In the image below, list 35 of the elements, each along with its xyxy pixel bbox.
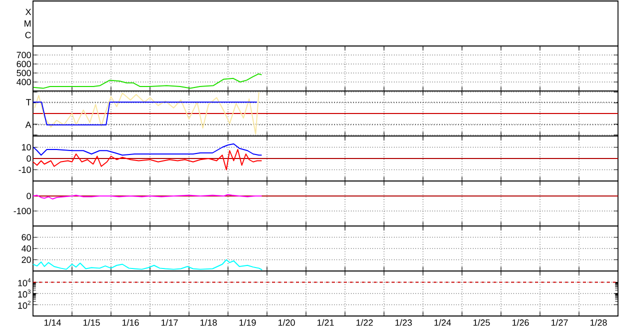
x-tick-label: 1/20 xyxy=(278,319,295,326)
text: M xyxy=(24,20,31,27)
y-tick-label: 500 xyxy=(16,70,31,76)
y-tick-label: -10 xyxy=(18,166,31,173)
y-tick-label: 10 xyxy=(22,144,31,150)
text: C xyxy=(25,32,31,38)
x-tick-label: 1/15 xyxy=(83,319,100,326)
y-tick-label: 0 xyxy=(26,155,31,162)
y-tick-label: 0 xyxy=(26,192,31,200)
y-tick-label: 10$^{4}$ xyxy=(18,278,31,286)
x-tick-label: 1/28 xyxy=(590,319,607,326)
x-tick-label: 1/27 xyxy=(551,319,568,326)
x-tick-label: 1/26 xyxy=(512,319,529,326)
x-tick-label: 1/18 xyxy=(200,319,217,326)
x-tick-label: 1/14 xyxy=(44,319,61,326)
y-tick-label: 40 xyxy=(22,245,31,252)
y-tick-label: 60 xyxy=(22,234,31,240)
y-tick-label: 10$^{3}$ xyxy=(18,289,31,298)
x-tick-label: 1/17 xyxy=(161,319,178,326)
text: T xyxy=(26,99,32,106)
x-tick-label: 1/19 xyxy=(239,319,256,326)
y-tick-label: 10$^{2}$ xyxy=(18,300,31,309)
y-tick-label: 600 xyxy=(16,60,31,68)
text: X xyxy=(26,8,32,16)
y-tick-label: 700 xyxy=(16,52,31,58)
x-tick-label: 1/21 xyxy=(317,319,334,326)
text: A xyxy=(25,122,32,128)
x-tick-label: 1/16 xyxy=(122,319,139,326)
y-tick-label: 20 xyxy=(22,256,31,263)
y-tick-label: 400 xyxy=(16,78,31,86)
x-tick-label: 1/24 xyxy=(434,319,451,326)
y-tick-label: -100 xyxy=(14,208,31,214)
x-tick-label: 1/23 xyxy=(395,319,412,326)
x-tick-label: 1/25 xyxy=(473,319,490,326)
x-tick-label: 1/22 xyxy=(356,319,373,326)
